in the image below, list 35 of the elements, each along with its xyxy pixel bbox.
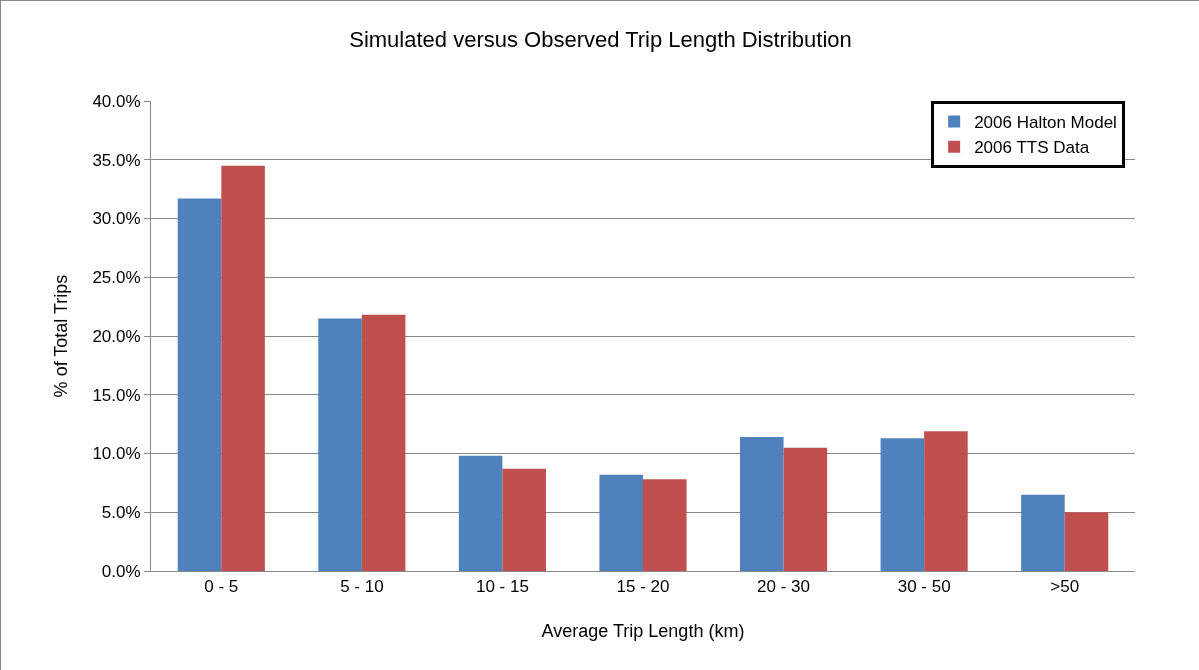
x-tick-label: >50 [1050,577,1080,597]
x-tick-label: 10 - 15 [475,577,529,597]
y-tick-label: 35.0% [92,150,141,170]
y-tick-label: 5.0% [101,503,141,523]
y-tick-label: 0.0% [101,561,141,581]
bar [361,314,406,571]
bar [1064,512,1109,571]
bar [643,479,687,571]
bar [599,474,643,571]
bar [924,431,968,571]
bar [458,455,503,571]
x-tick-label: 15 - 20 [616,577,670,597]
x-axis-title: Average Trip Length (km) [541,620,745,641]
bar [1021,494,1065,571]
y-tick-label: 10.0% [92,444,141,464]
bar [783,447,828,571]
bar [221,165,265,571]
bar [739,437,784,571]
x-tick-label: 5 - 10 [340,577,384,597]
y-axis-title: % of Total Trips [50,274,71,398]
bar [880,438,925,571]
y-tick-label: 30.0% [92,209,141,229]
bar [318,318,362,571]
bar [177,198,222,571]
x-tick-label: 20 - 30 [757,577,811,597]
y-tick-label: 40.0% [92,91,141,111]
y-tick-label: 20.0% [92,326,141,346]
legend-label: 2006 Halton Model [974,113,1117,133]
y-tick-label: 15.0% [92,385,141,405]
bar [502,468,547,571]
y-tick-label: 25.0% [92,268,141,288]
x-tick-label: 0 - 5 [204,577,239,597]
chart-title: Simulated versus Observed Trip Length Distribution [349,26,852,52]
x-tick-label: 30 - 50 [897,577,951,597]
legend-label: 2006 TTS Data [974,138,1090,158]
